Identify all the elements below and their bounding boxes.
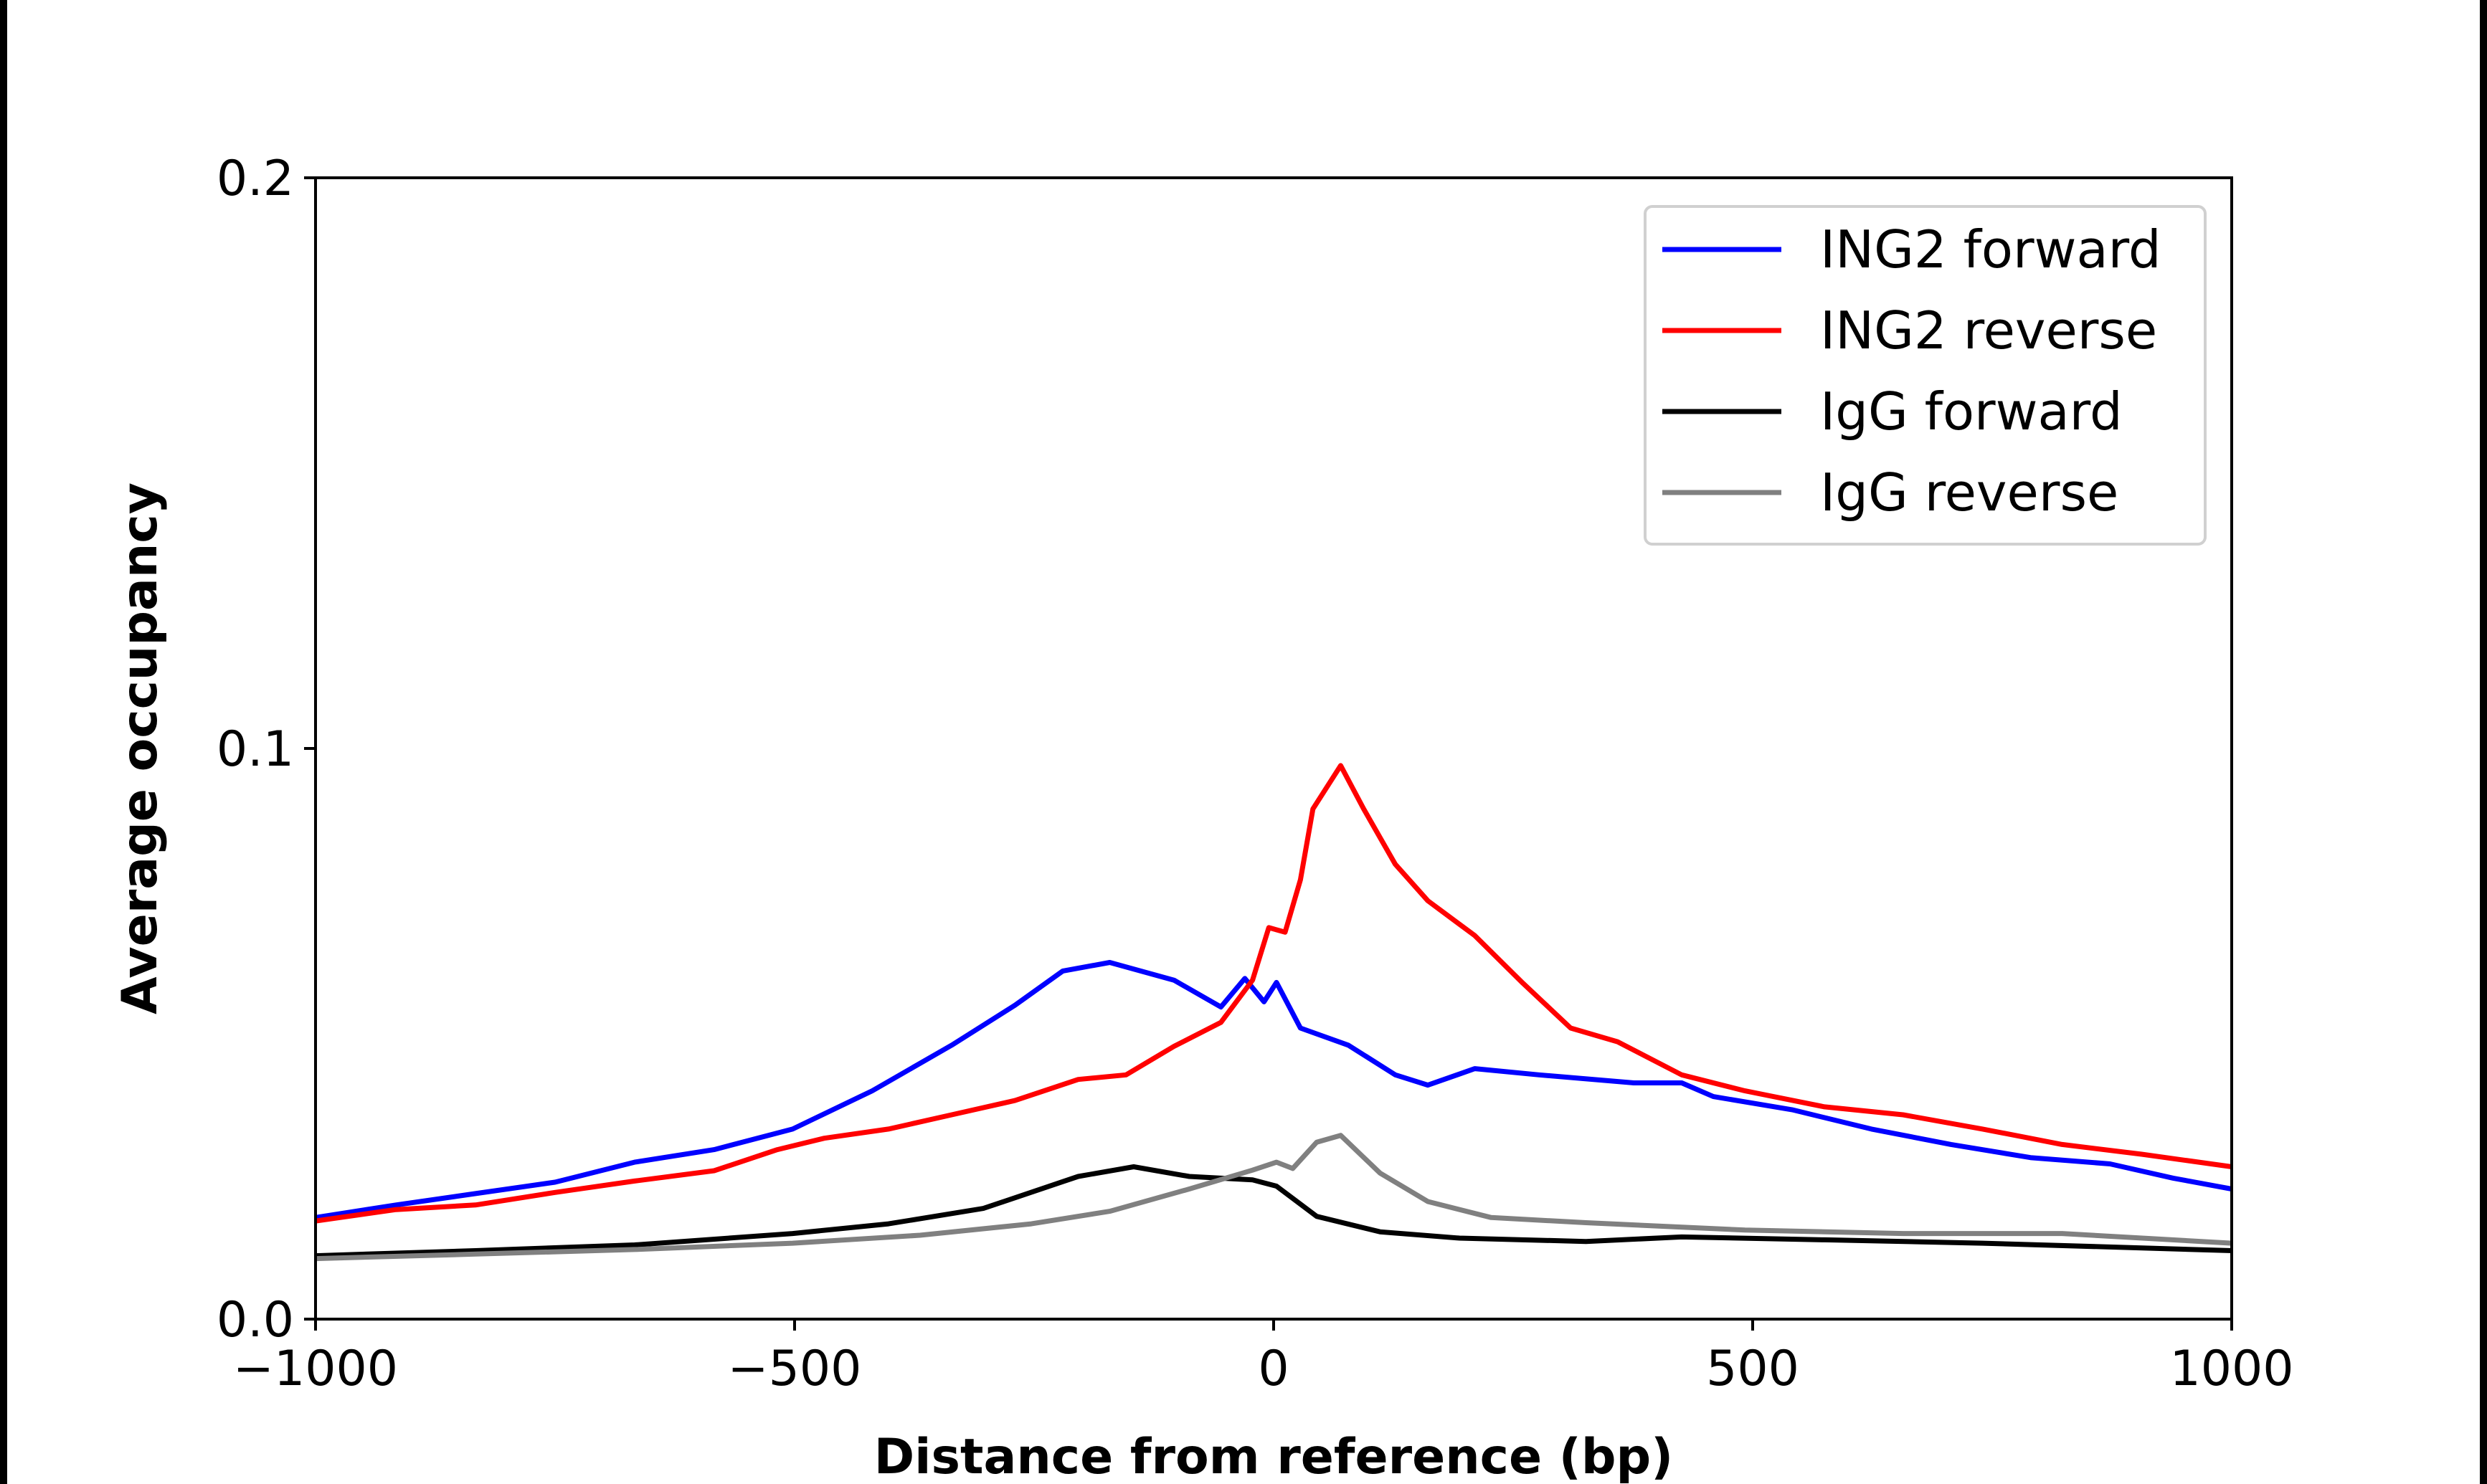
series-line-ing2-forward: [315, 960, 2232, 1220]
legend-label: ING2 forward: [1820, 219, 2161, 280]
series-line-ing2-reverse: [315, 763, 2232, 1224]
y-tick-label: 0.1: [217, 721, 294, 778]
x-tick-label: 500: [1706, 1341, 1799, 1397]
x-axis-label: Distance from reference (bp): [874, 1429, 1674, 1484]
y-tick-label: 0.0: [217, 1292, 294, 1349]
x-tick-label: −500: [728, 1341, 862, 1397]
legend-label: ING2 reverse: [1820, 300, 2157, 361]
right-frame-border: [2480, 0, 2487, 1484]
y-axis-label: Average occupancy: [112, 482, 169, 1014]
series-layer: [315, 763, 2232, 1262]
left-frame-border: [0, 0, 7, 1484]
x-tick-label: −1000: [233, 1341, 398, 1397]
legend-box: [1644, 205, 2207, 546]
x-tick-label: 0: [1258, 1341, 1289, 1397]
ticks-layer: −1000 −500 0 500 1000 0.0 0.1 0.2: [217, 151, 2294, 1397]
series-line-igg-reverse: [315, 1133, 2232, 1262]
y-tick-label: 0.2: [217, 151, 294, 207]
series-line-igg-forward: [315, 1164, 2232, 1259]
legend-label: IgG reverse: [1820, 462, 2118, 523]
x-tick-label: 1000: [2169, 1341, 2293, 1397]
legend-label: IgG forward: [1820, 381, 2123, 442]
legend: ING2 forward ING2 reverse IgG forward IgG r…: [1644, 205, 2207, 546]
